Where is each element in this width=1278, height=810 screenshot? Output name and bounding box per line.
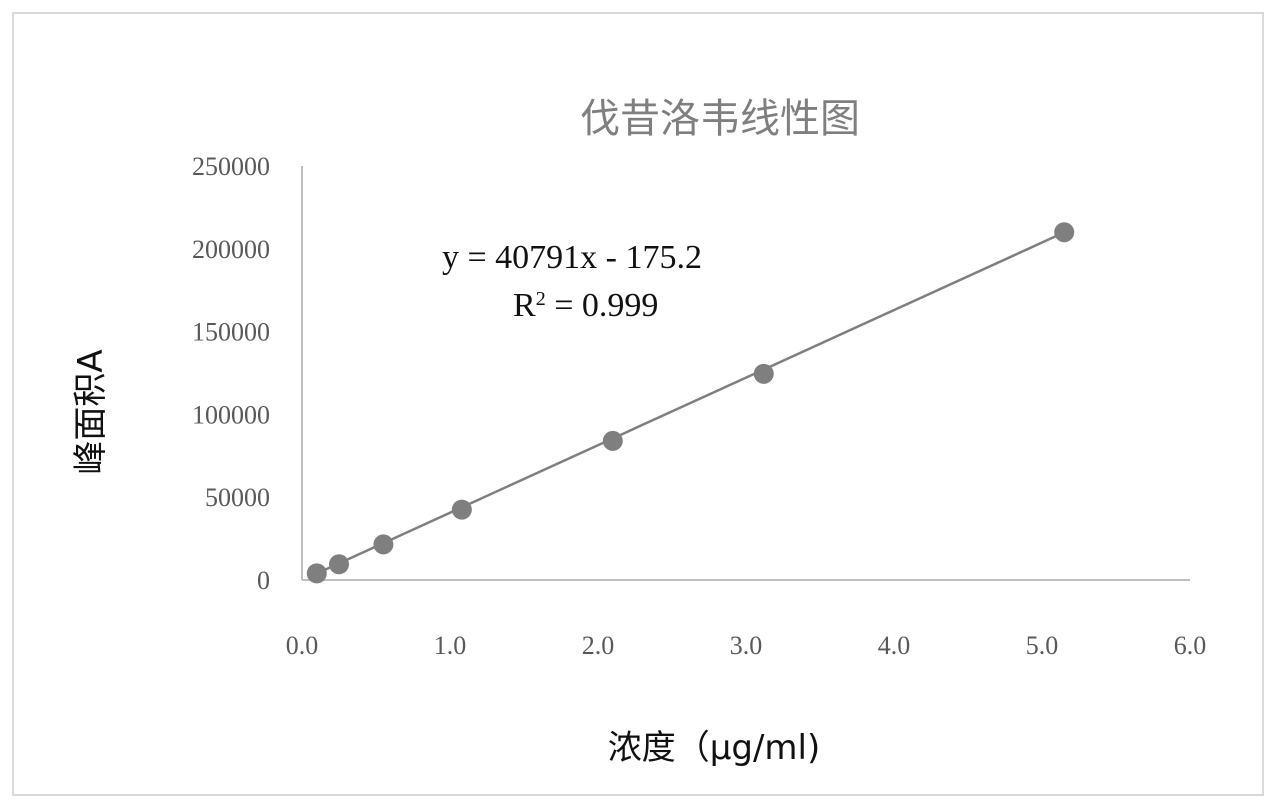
y-tick-label: 0 [257,566,270,595]
y-tick-label: 250000 [192,152,270,181]
x-axis-tick-labels: 0.0 1.0 2.0 3.0 4.0 5.0 6.0 [286,631,1207,660]
data-point [753,363,774,384]
y-tick-label: 50000 [205,483,270,512]
x-tick-label: 5.0 [1026,631,1059,660]
data-point [329,554,349,575]
y-axis-tick-labels: 0 50000 100000 150000 200000 250000 [192,152,270,595]
y-tick-label: 200000 [192,235,270,264]
r-squared-prefix: R [513,287,536,324]
chart-frame: 伐昔洛韦线性图 0 50000 100000 150000 200000 250000 0… [12,12,1264,796]
x-tick-label: 6.0 [1174,631,1207,660]
data-point [306,563,327,584]
data-point [602,430,623,451]
data-points [306,222,1075,584]
data-point [373,534,394,555]
x-tick-label: 1.0 [434,631,467,660]
chart-title: 伐昔洛韦线性图 [580,96,860,142]
data-point [1054,222,1075,243]
x-tick-label: 3.0 [730,631,763,660]
regression-equation: y = 40791x - 175.2 [442,239,702,276]
y-tick-label: 150000 [192,318,270,347]
x-axis-title: 浓度（μg/ml) [608,728,821,768]
data-point [451,499,472,520]
r-squared-label: R2 = 0.999 [513,287,658,324]
x-tick-label: 4.0 [878,631,911,660]
trendline [316,231,1065,575]
y-tick-label: 100000 [192,400,270,429]
r-squared-superscript: 2 [536,288,546,310]
y-axis-title: 峰面积A [71,349,111,474]
r-squared-value: = 0.999 [546,287,659,324]
scatter-chart: 伐昔洛韦线性图 0 50000 100000 150000 200000 250000 0… [71,96,1207,768]
x-tick-label: 2.0 [582,631,615,660]
x-tick-label: 0.0 [286,631,319,660]
